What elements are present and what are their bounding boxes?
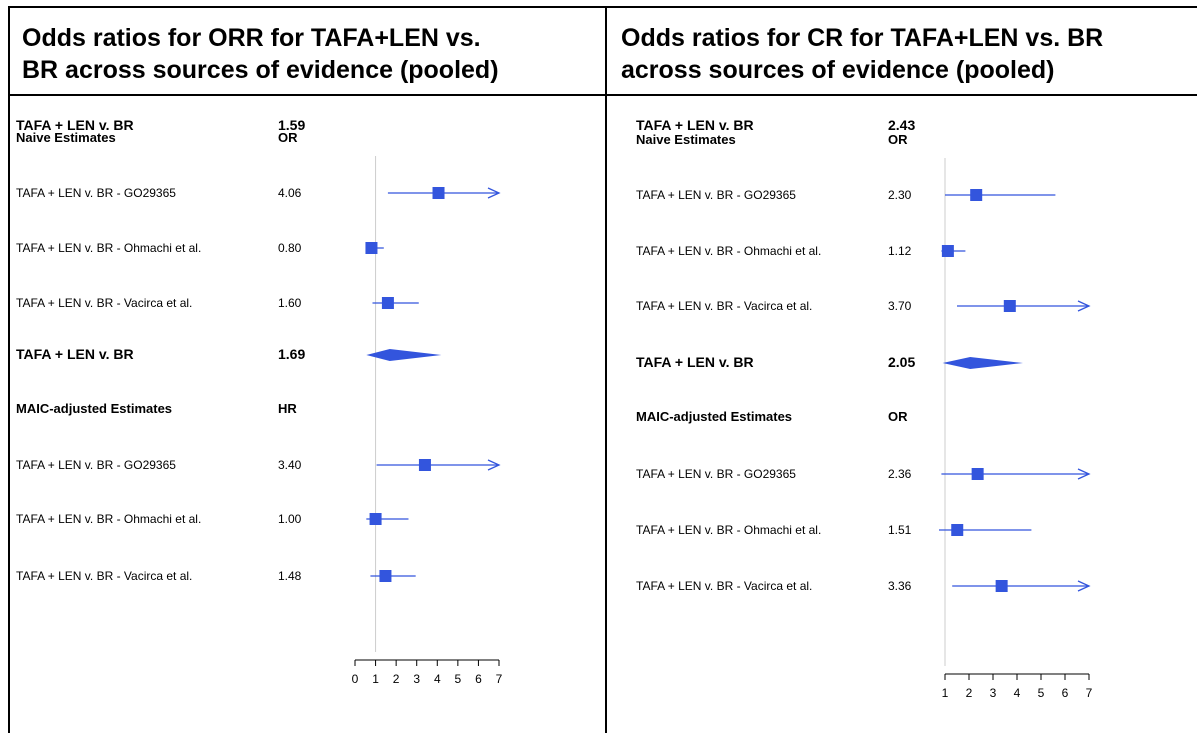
panel-1-title: Odds ratios for ORR for TAFA+LEN vs. BR … [22,22,499,86]
panel-2-section-2-row-1-label: TAFA + LEN v. BR - GO29365 [636,467,796,481]
panel-2-section-2-column-header: OR [888,409,908,424]
panel-2-section-1-row-1-label: TAFA + LEN v. BR - GO29365 [636,188,796,202]
table-border-middle [605,6,607,733]
panel-2-section-2-row-2-point [951,524,964,536]
panel-1-section-1-row-1-label: TAFA + LEN v. BR - GO29365 [16,186,176,200]
panel-2-title-line1: Odds ratios for CR for TAFA+LEN vs. BR [621,24,1104,52]
panel-1-section-1-row-3-label: TAFA + LEN v. BR - Vacirca et al. [16,296,192,310]
panel-1-section-2-row-3-label: TAFA + LEN v. BR - Vacirca et al. [16,569,192,583]
panel-2-section-1-column-header: OR [888,132,908,147]
panel-2-section-1-row-3-label: TAFA + LEN v. BR - Vacirca et al. [636,299,812,313]
panel-1-section-2-row-1-ci-arrow [487,459,501,471]
panel-1-section-1-column-header: OR [278,130,298,145]
panel-2-tick-label-5: 5 [1038,686,1045,700]
panel-2-section-1-heading: Naive Estimates [636,132,736,147]
panel-2-section-2-pooled-label: TAFA + LEN v. BR [636,117,754,133]
panel-1-section-1-pooled-label: TAFA + LEN v. BR [16,346,134,362]
panel-2-section-2-row-2-value: 1.51 [888,523,912,537]
panel-2-section-2-row-3-ci-arrow [1077,580,1091,592]
table-frame: Odds ratios for ORR for TAFA+LEN vs. BR … [8,6,1197,733]
panel-1-title-line1: Odds ratios for ORR for TAFA+LEN vs. [22,24,481,52]
panel-2-tick-label-4: 4 [1014,686,1021,700]
panel-2-tick-label-6: 6 [1062,686,1069,700]
panel-2-title-line2: across sources of evidence (pooled) [621,56,1055,84]
panel-2-section-2-row-2-label: TAFA + LEN v. BR - Ohmachi et al. [636,523,821,537]
panel-2-section-1-row-3-value: 3.70 [888,299,912,313]
panel-2-section-2-row-3-value: 3.36 [888,579,912,593]
panel-1-tick-label-4: 4 [434,672,441,686]
panel-1-section-1-pooled-value: 1.69 [278,346,305,362]
panel-1-tick-label-3: 3 [413,672,420,686]
panel-1-section-2-column-header: HR [278,401,297,416]
panel-2-section-1-row-1-point [970,189,983,201]
panel-2-section-2-row-1-point [971,468,984,480]
panel-2-tick-label-1: 1 [942,686,949,700]
table-border-left [8,6,10,733]
panel-1-section-1-row-1-ci-arrow [487,187,501,199]
panel-1-section-2-row-1-point [418,459,431,471]
panel-1-section-2-row-1-label: TAFA + LEN v. BR - GO29365 [16,458,176,472]
panel-2-tick-label-2: 2 [966,686,973,700]
panel-2-section-2-row-1-value: 2.36 [888,467,912,481]
panel-1-section-2-heading: MAIC-adjusted Estimates [16,401,172,416]
panel-1-section-2-row-2-point [369,513,382,525]
panel-1-tick-label-2: 2 [393,672,400,686]
panel-1-section-1-row-2-label: TAFA + LEN v. BR - Ohmachi et al. [16,241,201,255]
panel-1-tick-label-0: 0 [352,672,359,686]
panel-2-section-1-row-2-point [941,245,954,257]
panel-1-section-2-row-3-point [379,570,392,582]
panel-1-section-1-row-3-value: 1.60 [278,296,302,310]
panel-2-section-2-pooled-value: 2.43 [888,117,915,133]
panel-1-section-1-row-2-point [365,242,378,254]
panel-2-section-1-row-3-ci-arrow [1077,300,1091,312]
panel-1-tick-label-7: 7 [496,672,503,686]
panel-2-section-1-row-3-point [1003,300,1016,312]
panel-2-section-1-pooled-diamond [942,357,1023,369]
panel-1-section-2-pooled-label: TAFA + LEN v. BR [16,117,134,133]
panel-1-section-2-row-1-value: 3.40 [278,458,302,472]
panel-1-section-1-row-1-point [432,187,445,199]
panel-1-section-2-row-2-label: TAFA + LEN v. BR - Ohmachi et al. [16,512,201,526]
panel-1-section-1-row-2-value: 0.80 [278,241,302,255]
panel-2-section-1-row-2-label: TAFA + LEN v. BR - Ohmachi et al. [636,244,821,258]
panel-1-section-2-row-2-value: 1.00 [278,512,302,526]
panel-2-tick-label-7: 7 [1086,686,1093,700]
table-border-top [8,6,1197,8]
panel-1-tick-label-6: 6 [475,672,482,686]
panel-2-section-1-row-1-value: 2.30 [888,188,912,202]
panel-2-section-2-row-3-label: TAFA + LEN v. BR - Vacirca et al. [636,579,812,593]
panel-2-title: Odds ratios for CR for TAFA+LEN vs. BR a… [621,22,1103,86]
panel-2-tick-label-3: 3 [990,686,997,700]
panel-1-tick-label-5: 5 [455,672,462,686]
panel-1-section-1-pooled-diamond [366,349,442,361]
panel-1-tick-label-1: 1 [372,672,379,686]
panel-1-section-2-pooled-value: 1.59 [278,117,305,133]
panel-1-section-2-row-3-value: 1.48 [278,569,302,583]
panel-2-section-2-row-1-ci-arrow [1077,468,1091,480]
panel-2-section-2-row-3-point [995,580,1008,592]
panel-2-section-1-pooled-label: TAFA + LEN v. BR [636,354,754,370]
panel-2-section-1-pooled-value: 2.05 [888,354,915,370]
panel-1-section-1-row-1-value: 4.06 [278,186,302,200]
panel-2-section-1-row-2-value: 1.12 [888,244,912,258]
forest-plot-orr: Naive Estimates OR TAFA + LEN v. BR - GO29… [16,117,503,686]
table-header-divider [8,94,1197,96]
panel-1-section-1-heading: Naive Estimates [16,130,116,145]
forest-plot-cr: Naive Estimates OR TAFA + LEN v. BR - GO29… [636,117,1093,700]
panel-1-section-1-row-3-point [381,297,394,309]
panel-2-section-2-heading: MAIC-adjusted Estimates [636,409,792,424]
panel-1-title-line2: BR across sources of evidence (pooled) [22,56,499,84]
